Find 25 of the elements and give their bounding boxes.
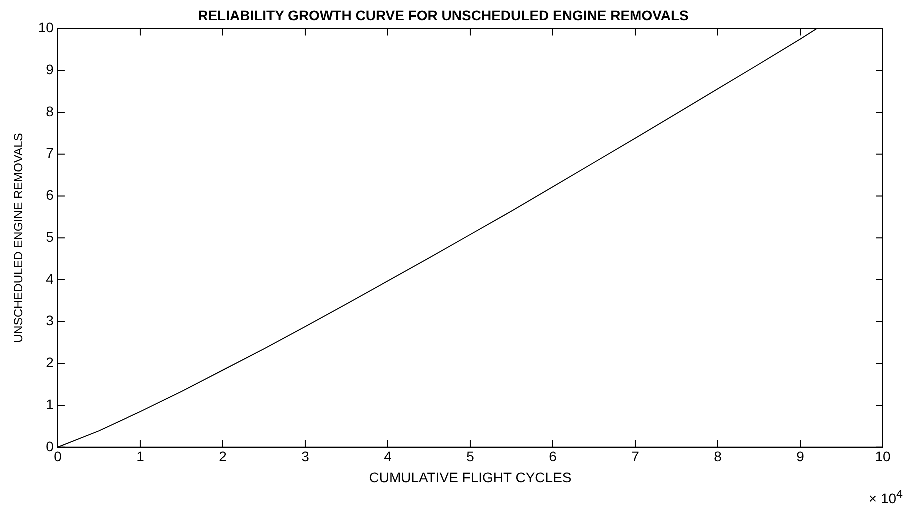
- y-tick-label: 4: [46, 270, 54, 287]
- y-tick-label: 5: [46, 228, 54, 245]
- x-tick-label: 4: [384, 448, 392, 465]
- chart-title: RELIABILITY GROWTH CURVE FOR UNSCHEDULED ENGINE REMOVALS: [198, 7, 689, 24]
- x-tick-label: 3: [302, 448, 310, 465]
- y-tick-label: 6: [46, 187, 54, 204]
- y-tick-label: 10: [38, 20, 54, 36]
- x-tick-label: 7: [632, 448, 640, 465]
- y-tick-label: 8: [46, 103, 54, 120]
- x-axis-title: CUMULATIVE FLIGHT CYCLES: [369, 469, 572, 486]
- y-tick-label: 2: [46, 354, 54, 371]
- y-tick-label: 1: [46, 396, 54, 412]
- x-tick-label: 8: [714, 448, 722, 465]
- x-tick-label: 5: [466, 448, 475, 465]
- y-tick-label: 3: [46, 312, 54, 329]
- x-tick-label: 1: [136, 448, 145, 465]
- y-tick-label: 0: [46, 438, 54, 454]
- x-tick-label: 6: [549, 448, 558, 465]
- y-tick-label: 7: [46, 145, 54, 162]
- x-tick-label: 10: [875, 448, 891, 465]
- x-tick-label: 2: [219, 448, 228, 465]
- text: × 10$^{4}$: [868, 488, 903, 507]
- y-tick-label: 9: [46, 62, 54, 78]
- x-tick-label: 9: [796, 448, 805, 465]
- y-axis-title: UNSCHEDULED ENGINE REMOVALS: [12, 133, 26, 344]
